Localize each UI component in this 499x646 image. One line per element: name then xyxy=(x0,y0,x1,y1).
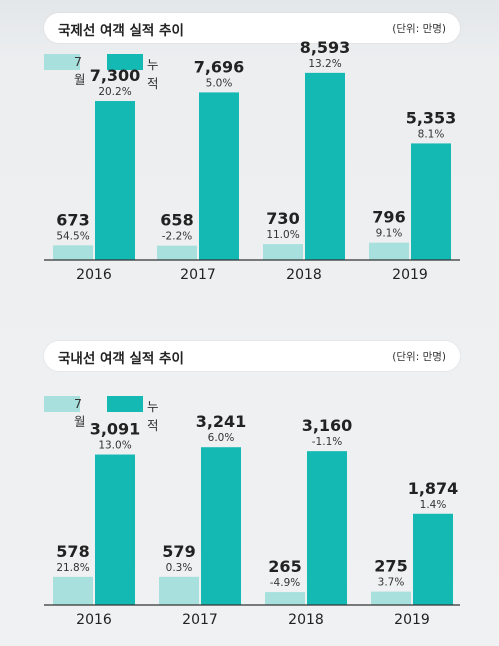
legend-swatch-monthly xyxy=(44,54,80,70)
x-tick-label: 2016 xyxy=(76,612,112,628)
bar-monthly-2016 xyxy=(53,576,93,605)
bar-monthly-2019 xyxy=(371,591,411,605)
pct-label: 0.3% xyxy=(166,562,193,574)
pct-label: 6.0% xyxy=(208,432,235,444)
bar-cumulative-2017 xyxy=(201,447,241,605)
bar-monthly-2019 xyxy=(369,242,409,260)
value-label: 8,593 xyxy=(300,38,351,57)
value-label: 578 xyxy=(56,542,89,561)
value-label: 658 xyxy=(160,211,193,230)
bar-cumulative-2019 xyxy=(413,513,453,605)
international-passenger-chart: 국제선 여객 실적 추이 (단위: 만명) 7월 누적 54.5% 673 20.2… xyxy=(0,0,499,300)
bar-monthly-2017 xyxy=(159,576,199,605)
legend-label-monthly: 7월 xyxy=(74,396,86,429)
pct-label: 13.0% xyxy=(98,440,131,452)
bar-chart-svg: 21.8%578 13.0%3,091 2016 0.3%579 6.0%3,241 20… xyxy=(44,412,460,628)
legend-swatch-cumulative xyxy=(107,54,143,70)
x-tick-label: 2019 xyxy=(394,612,430,628)
legend-label-cumulative: 누적 xyxy=(147,399,159,433)
value-label: 3,160 xyxy=(302,416,353,435)
bar-cumulative-2016 xyxy=(95,454,135,605)
pct-label: 5.0% xyxy=(206,77,233,89)
value-label: 275 xyxy=(374,557,407,576)
bar-cumulative-2018 xyxy=(305,72,345,260)
value-label: 673 xyxy=(56,210,89,229)
chart-title: 국내선 여객 실적 추이 xyxy=(58,351,184,367)
pct-label: -1.1% xyxy=(312,436,342,448)
value-label: 3,091 xyxy=(90,420,141,439)
bar-monthly-2016 xyxy=(53,245,93,260)
bar-monthly-2018 xyxy=(263,244,303,260)
value-label: 265 xyxy=(268,557,301,576)
x-tick-label: 2017 xyxy=(182,612,218,628)
pct-label: -4.9% xyxy=(270,577,300,589)
bar-cumulative-2017 xyxy=(199,92,239,260)
bar-cumulative-2019 xyxy=(411,143,451,260)
pct-label: 20.2% xyxy=(98,86,131,98)
bar-cumulative-2018 xyxy=(307,451,347,605)
pct-label: 3.7% xyxy=(378,577,405,589)
pct-label: 54.5% xyxy=(56,230,89,242)
value-label: 796 xyxy=(372,208,405,227)
chart-title: 국제선 여객 실적 추이 xyxy=(58,23,184,39)
value-label: 7,300 xyxy=(90,66,141,85)
unit-label: (단위: 만명) xyxy=(392,351,446,363)
value-label: 7,696 xyxy=(194,57,245,76)
value-label: 730 xyxy=(266,209,299,228)
pct-label: 11.0% xyxy=(266,229,299,241)
value-label: 3,241 xyxy=(196,412,247,431)
x-tick-label: 2019 xyxy=(392,267,428,283)
x-tick-label: 2018 xyxy=(288,612,324,628)
x-tick-label: 2017 xyxy=(180,267,216,283)
bar-monthly-2018 xyxy=(265,592,305,605)
pct-label: 1.4% xyxy=(420,499,447,511)
x-tick-label: 2016 xyxy=(76,267,112,283)
value-label: 5,353 xyxy=(406,108,457,127)
unit-label: (단위: 만명) xyxy=(392,23,446,35)
x-tick-label: 2018 xyxy=(286,267,322,283)
bar-cumulative-2016 xyxy=(95,101,135,261)
bar-chart-svg: 54.5%673 20.2%7,300 2016 -2.2%658 5.0%7,696 2… xyxy=(44,38,460,283)
value-label: 1,874 xyxy=(408,479,459,498)
legend-swatch-cumulative xyxy=(107,396,143,412)
pct-label: 21.8% xyxy=(56,562,89,574)
value-label: 579 xyxy=(162,542,195,561)
legend-label-monthly: 7월 xyxy=(74,54,86,87)
pct-label: 9.1% xyxy=(376,228,403,240)
legend-swatch-monthly xyxy=(44,396,80,412)
pct-label: -2.2% xyxy=(162,231,192,243)
chart-title-bar: 국내선 여객 실적 추이 (단위: 만명) xyxy=(44,341,460,371)
domestic-passenger-chart: 국내선 여객 실적 추이 (단위: 만명) 7월 누적 21.8% 578 13.0… xyxy=(0,335,499,646)
chart-title-bar: 국제선 여객 실적 추이 (단위: 만명) xyxy=(44,13,460,43)
bar-monthly-2017 xyxy=(157,245,197,260)
pct-label: 13.2% xyxy=(308,58,341,70)
legend-label-cumulative: 누적 xyxy=(147,57,159,91)
pct-label: 8.1% xyxy=(418,128,445,140)
